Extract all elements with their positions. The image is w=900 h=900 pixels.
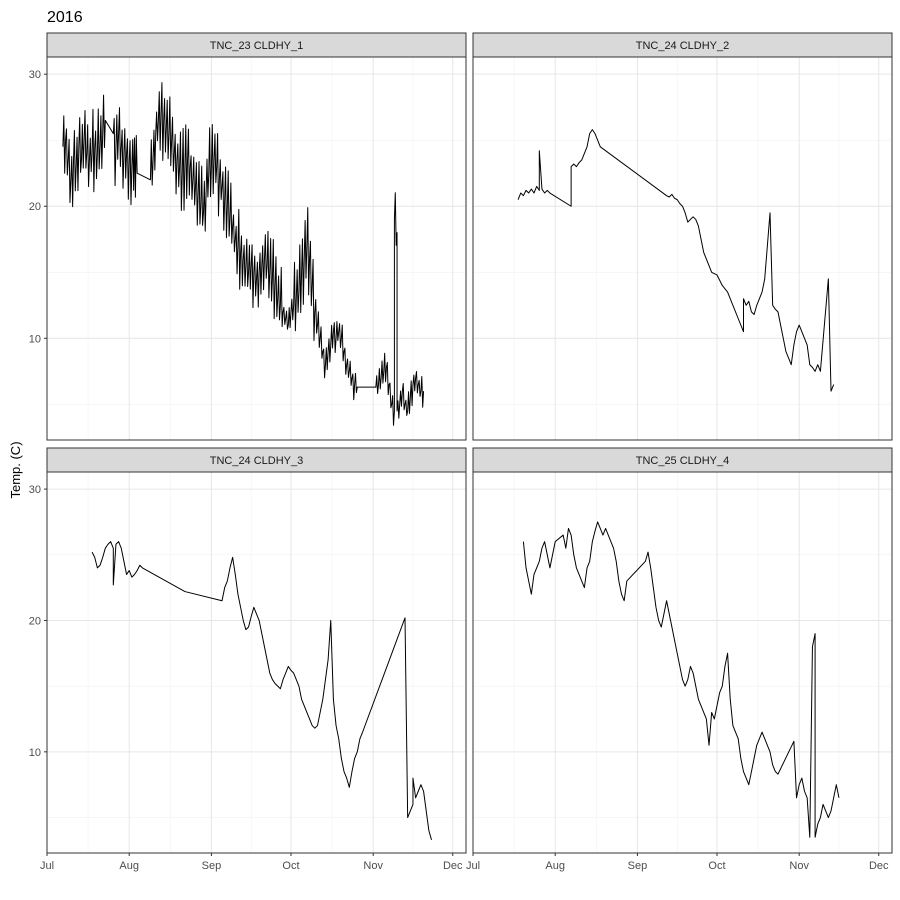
x-tick-label: Dec	[869, 860, 889, 872]
y-tick-label: 30	[29, 69, 41, 81]
y-tick-label: 20	[29, 615, 41, 627]
panel-border	[46, 56, 467, 441]
panel-background	[473, 57, 892, 440]
panel-background	[473, 472, 892, 853]
panel-border	[472, 471, 893, 854]
x-tick-label: Dec	[443, 860, 463, 872]
panel-border	[472, 56, 893, 441]
facet-strip	[472, 447, 893, 473]
x-tick-label: Jul	[40, 860, 54, 872]
facet-panel: TNC_23 CLDHY_1 10 20 30	[29, 32, 467, 441]
facet-strip-label: TNC_24 CLDHY_2	[636, 40, 730, 52]
x-tick-label: Sep	[628, 860, 648, 872]
facet-strip-label: TNC_25 CLDHY_4	[636, 455, 730, 467]
x-tick-label: Nov	[363, 860, 383, 872]
series-line	[62, 82, 425, 426]
series-line	[517, 129, 835, 392]
x-tick-label: Nov	[789, 860, 809, 872]
y-tick-label: 30	[29, 484, 41, 496]
y-axis-title: Temp. (C)	[8, 441, 23, 498]
panel-border	[46, 471, 467, 854]
panel-background	[47, 57, 466, 440]
facet-strip	[472, 32, 893, 58]
y-tick-label: 20	[29, 201, 41, 213]
facet-panel: TNC_25 CLDHY_4 Jul Aug Sep Oct Nov Dec	[466, 447, 893, 872]
facet-panel: TNC_24 CLDHY_3 10 20 30 Jul Aug Sep Oct Nov Dec	[29, 447, 467, 872]
y-tick-label: 10	[29, 333, 41, 345]
chart-title: 2016	[47, 9, 83, 26]
x-tick-label: Aug	[119, 860, 139, 872]
facet-strip	[46, 32, 467, 58]
series-line	[522, 521, 840, 838]
facet-panel: TNC_24 CLDHY_2	[472, 32, 893, 441]
x-tick-label: Oct	[708, 860, 725, 872]
y-tick-label: 10	[29, 747, 41, 759]
facet-strip-label: TNC_24 CLDHY_3	[210, 455, 304, 467]
facet-strip-label: TNC_23 CLDHY_1	[210, 40, 304, 52]
x-tick-label: Sep	[202, 860, 222, 872]
x-tick-label: Oct	[282, 860, 299, 872]
x-tick-label: Jul	[466, 860, 480, 872]
panel-background	[47, 472, 466, 853]
x-tick-label: Aug	[545, 860, 565, 872]
series-line	[91, 541, 433, 840]
facet-panels: TNC_23 CLDHY_1 10 20 30 TNC_24 CLDHY_2 TNC_24…	[29, 32, 893, 872]
